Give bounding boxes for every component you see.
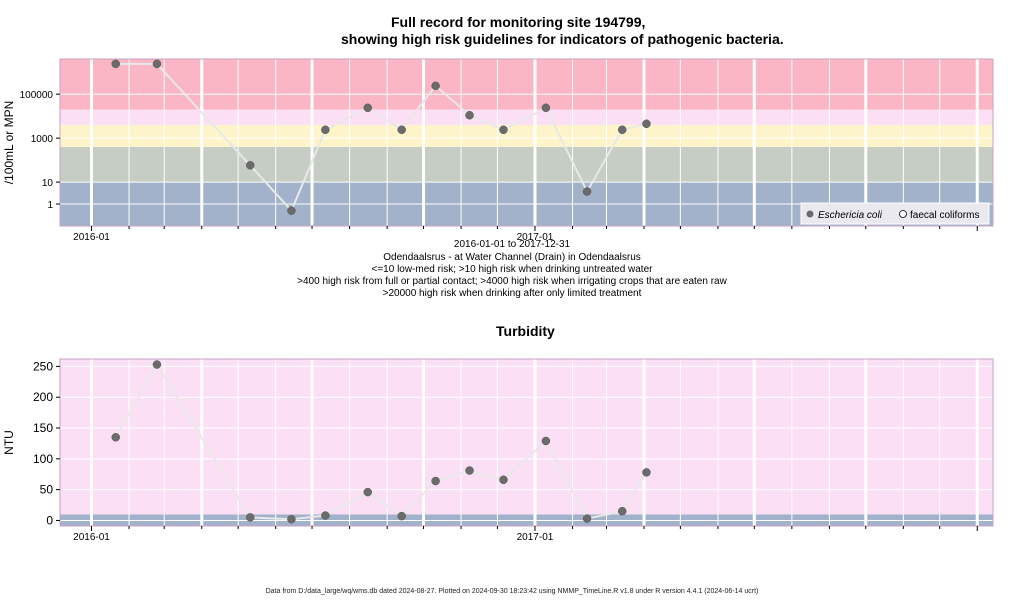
chart2-data-point bbox=[321, 511, 330, 520]
chart2-data-point bbox=[499, 475, 508, 485]
chart2-data-point bbox=[287, 514, 296, 524]
chart2-plot: 0 50 100 150 200 250 2016-01 2017-01 NTU bbox=[2, 358, 994, 543]
chart2-data-point bbox=[582, 514, 592, 523]
chart2-data-point bbox=[642, 468, 651, 477]
chart1-plot: 1 10 1000 100000 2016-01 2017-01/100mL or MPN… bbox=[2, 58, 994, 243]
chart1-data-point bbox=[431, 81, 440, 91]
chart1-site: Odendaalsrus - at Water Channel (Drain) … bbox=[383, 252, 641, 263]
chart2-ytick-label: 50 bbox=[40, 483, 54, 497]
chart1-legend-box bbox=[800, 202, 990, 225]
chart2-xtick-label: 2016-01 bbox=[73, 532, 110, 543]
chart2-data-point bbox=[617, 506, 627, 516]
chart2-data-point bbox=[431, 476, 440, 486]
footer-note: Data from D:/data_large/wq/wms.db dated … bbox=[265, 588, 759, 595]
chart2-data-point bbox=[152, 360, 162, 369]
chart2-ytick-label: 200 bbox=[33, 390, 53, 404]
chart1-note-3: >20000 high risk when drinking after onl… bbox=[382, 288, 642, 299]
chart1-ytick-label: 100000 bbox=[20, 90, 54, 101]
chart1-legend-marker-ecoli bbox=[806, 210, 814, 218]
chart1-data-point bbox=[541, 103, 551, 113]
chart2-title: Turbidity bbox=[496, 323, 555, 339]
chart1-legend-label-faecal: faecal coliforms bbox=[910, 210, 979, 221]
chart2-ylabel: NTU bbox=[2, 430, 16, 455]
chart1-data-point bbox=[617, 125, 627, 135]
chart1-data-point bbox=[499, 125, 508, 135]
chart1-ytick-label: 1000 bbox=[31, 134, 54, 145]
chart2-frame bbox=[59, 358, 994, 527]
chart1-data-point bbox=[321, 125, 330, 135]
chart1-data-point bbox=[465, 111, 474, 120]
chart1-risk-band-2 bbox=[60, 124, 993, 147]
chart1-data-point bbox=[582, 187, 592, 196]
chart1-data-point bbox=[245, 161, 255, 170]
chart1-ytick-label: 1 bbox=[47, 200, 53, 211]
chart2-data-point bbox=[465, 466, 474, 475]
chart1-ytick-label: 10 bbox=[42, 178, 54, 189]
chart1-note-1: <=10 low-med risk; >10 high risk when dr… bbox=[371, 264, 653, 275]
chart1-xtick-label: 2017-01 bbox=[517, 232, 554, 243]
chart2-series-line bbox=[114, 362, 648, 521]
chart1-data-point bbox=[363, 103, 373, 113]
chart1-legend-label-ecoli: Eschericia coli bbox=[818, 210, 883, 221]
chart1-data-point bbox=[111, 59, 120, 69]
chart1-frame bbox=[59, 58, 994, 227]
chart2-ytick-label: 100 bbox=[33, 452, 53, 466]
chart1-data-point bbox=[152, 59, 162, 69]
chart2-xtick-label: 2017-01 bbox=[517, 532, 554, 543]
chart1-note-2: >400 high risk from full or partial cont… bbox=[297, 276, 727, 287]
chart1-data-point bbox=[642, 119, 651, 129]
chart1-title-line2: showing high risk guidelines for indicat… bbox=[341, 31, 784, 47]
chart1-ylabel: /100mL or MPN bbox=[2, 101, 16, 185]
chart2-ytick-label: 150 bbox=[33, 421, 53, 435]
chart1-legend-marker-faecal bbox=[899, 210, 907, 218]
chart2-data-point bbox=[111, 433, 120, 442]
chart1-data-point bbox=[397, 125, 406, 135]
chart2-risk-band-1 bbox=[60, 359, 993, 515]
chart2-ytick-label: 250 bbox=[33, 359, 53, 373]
chart1-title-line1: Full record for monitoring site 194799, bbox=[391, 14, 646, 30]
chart2-data-point bbox=[397, 511, 406, 521]
chart1-series-line bbox=[115, 62, 647, 213]
chart1-risk-band-1 bbox=[60, 146, 993, 183]
chart1-data-point bbox=[287, 206, 296, 215]
chart2-data-point bbox=[541, 436, 551, 446]
chart2-data-point bbox=[245, 513, 255, 522]
chart2-data-point bbox=[363, 487, 373, 497]
chart2-ytick-label: 0 bbox=[46, 513, 53, 527]
chart1-risk-band-4 bbox=[60, 59, 993, 110]
chart1-period: 2016-01-01 to 2017-12-31 bbox=[453, 239, 571, 250]
chart1-xtick-label: 2016-01 bbox=[73, 232, 110, 243]
